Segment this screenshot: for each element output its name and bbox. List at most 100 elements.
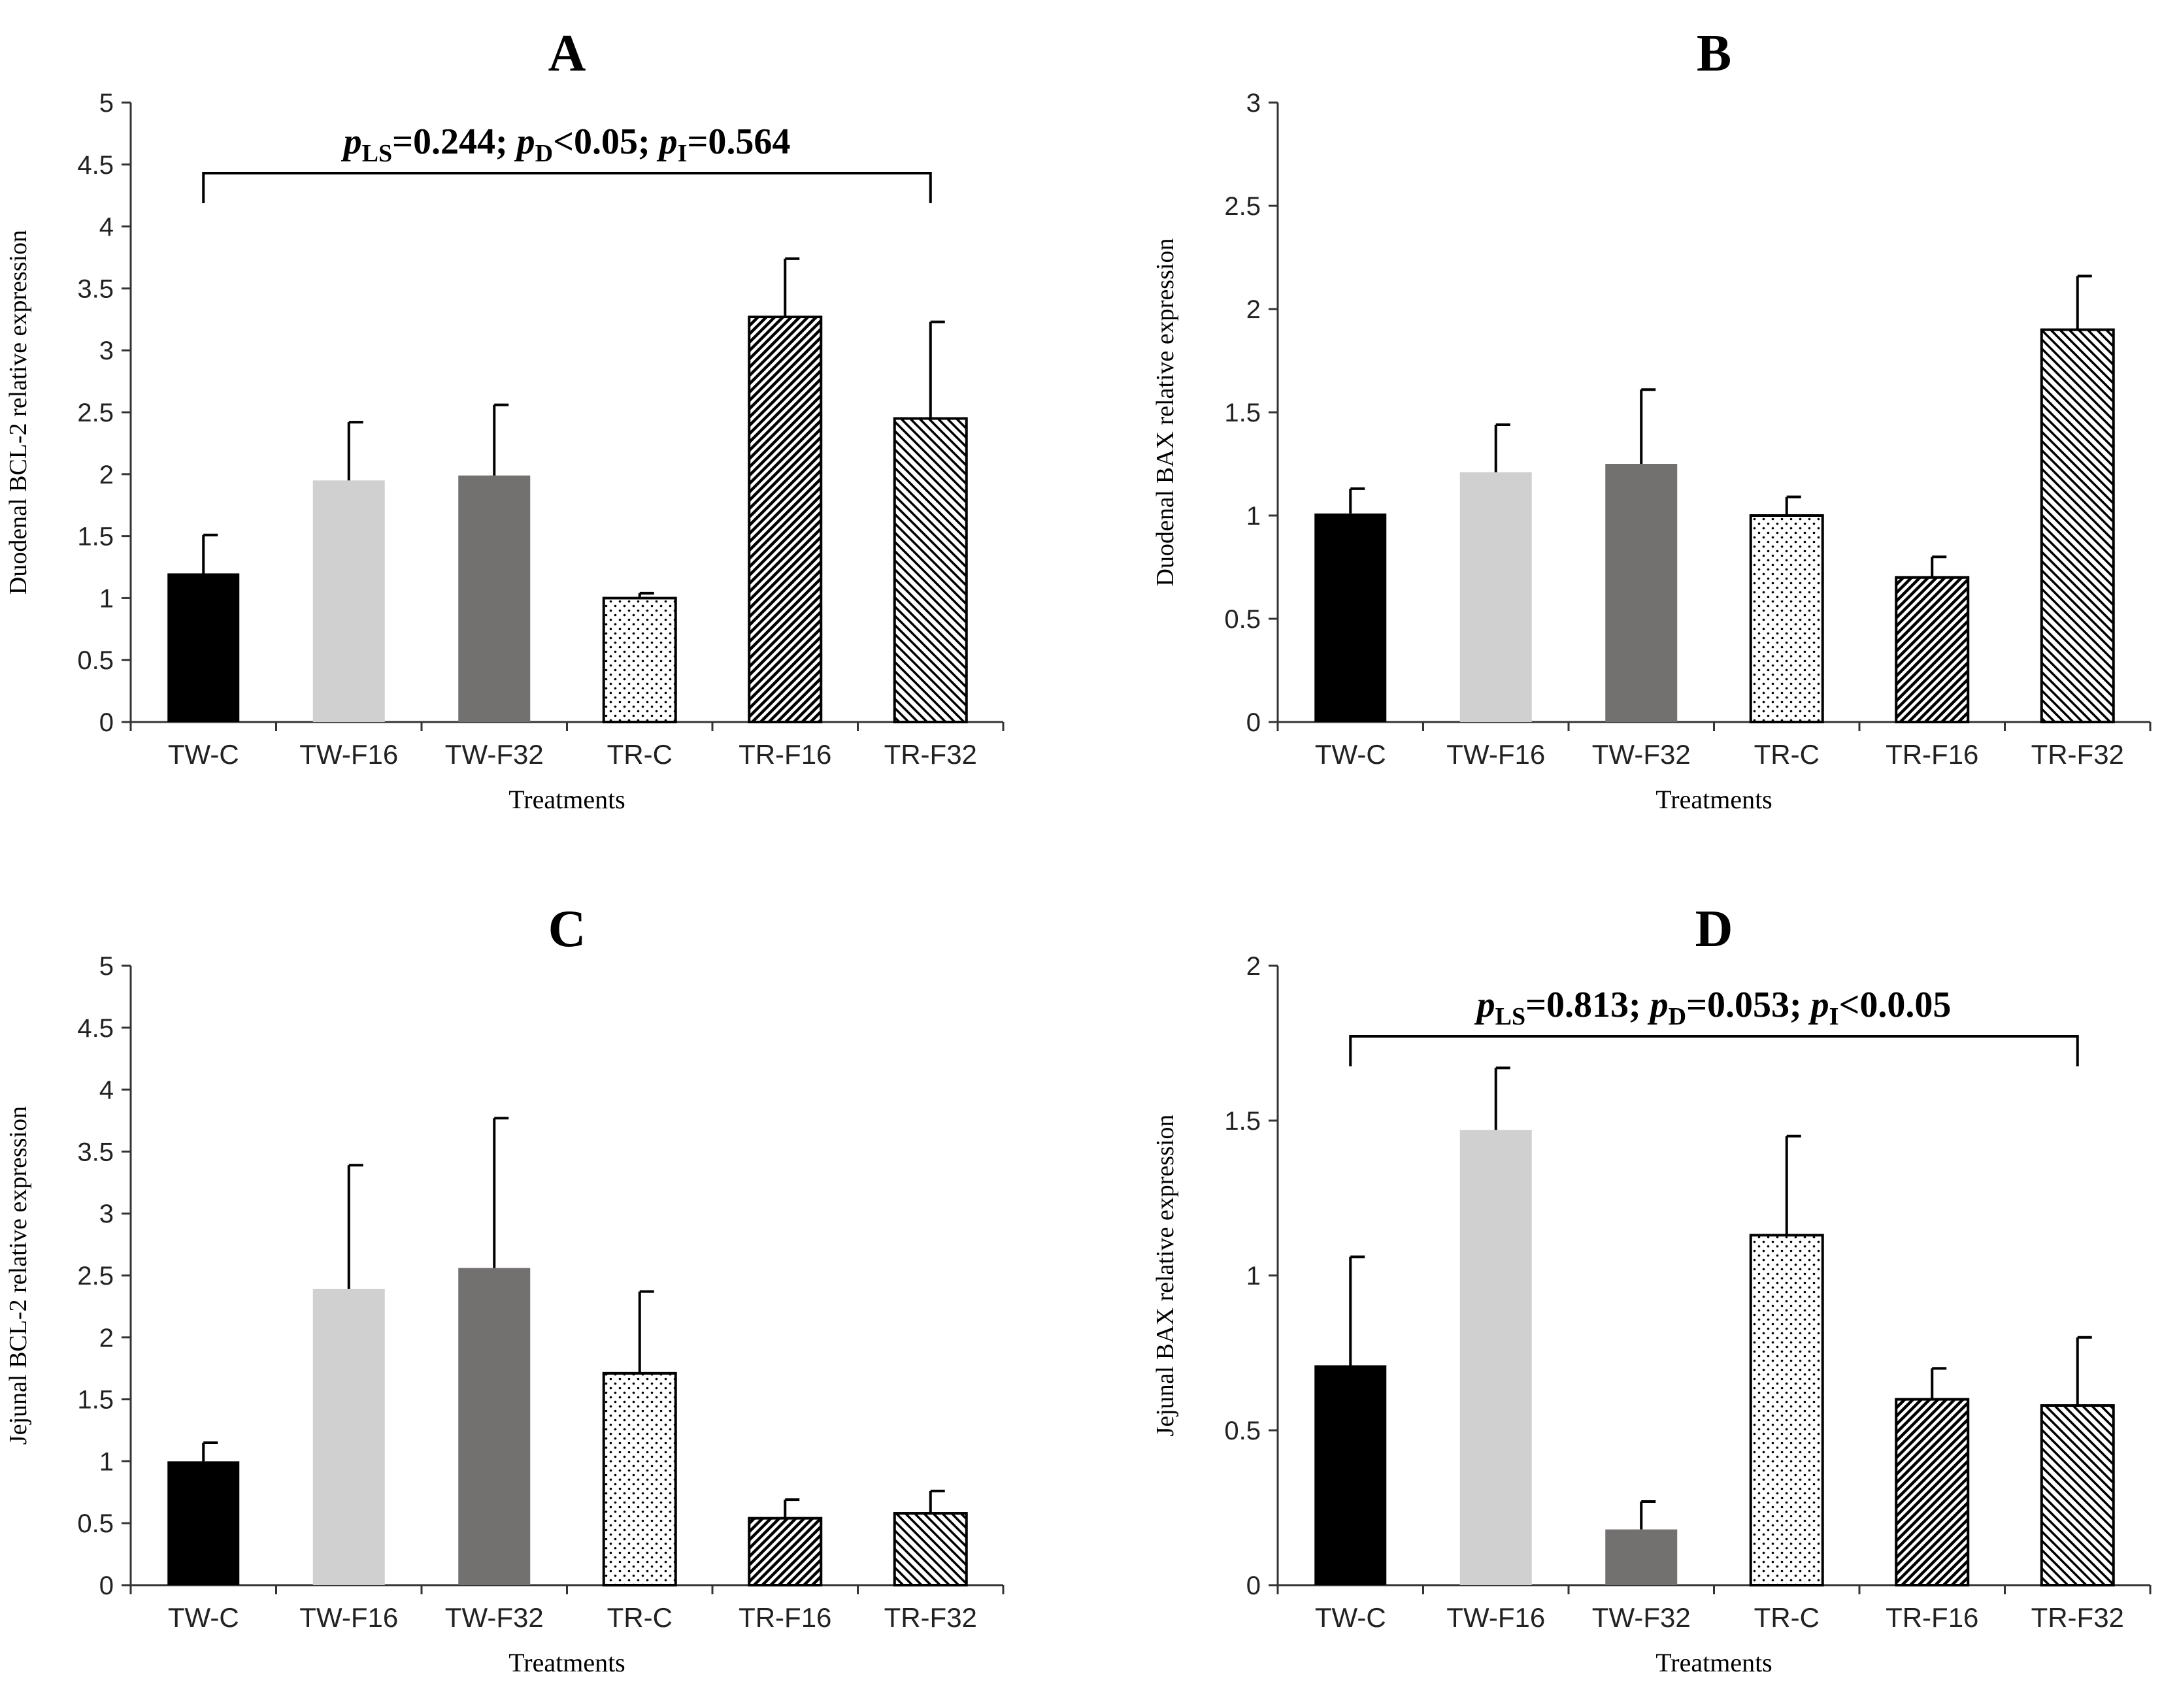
bar-tr-f16 xyxy=(748,316,823,723)
significance-bracket xyxy=(202,172,932,203)
panel-title: D xyxy=(1695,900,1733,958)
bar-tw-c xyxy=(167,1461,240,1585)
bar-tw-f32 xyxy=(1605,1529,1678,1585)
y-tick-label: 3 xyxy=(99,337,114,365)
p-symbol: p xyxy=(1648,985,1669,1025)
x-category-label: TR-C xyxy=(1754,739,1820,770)
panel-title: B xyxy=(1697,25,1731,82)
p-symbol: p xyxy=(341,122,362,162)
p-symbol: p xyxy=(657,122,678,162)
y-tick-label: 4.5 xyxy=(77,1014,114,1043)
x-category-label: TR-C xyxy=(607,739,673,770)
p-symbol: p xyxy=(514,122,535,162)
y-tick-label: 1.5 xyxy=(1224,399,1261,427)
y-tick-label: 4 xyxy=(99,213,114,242)
p-subscript: D xyxy=(535,140,553,167)
bar-tw-c xyxy=(1314,1365,1387,1585)
y-tick-label: 1.5 xyxy=(77,1386,114,1415)
y-axis-title: Jejunal BCL-2 relative expression xyxy=(5,1106,32,1445)
y-tick-label: 2 xyxy=(99,1324,114,1353)
x-category-label: TW-F16 xyxy=(299,739,398,770)
p-value: =0.813; xyxy=(1525,985,1650,1025)
p-value-annotation: pLS=0.244; pD<0.05; pI=0.564 xyxy=(341,122,791,167)
y-tick-label: 0.5 xyxy=(77,646,114,675)
p-value: <0.05; xyxy=(553,122,659,162)
chart-panel-c: C 0 0.5 1 1.5 2 2.5 3 3.5 4 4.5 5 TW-C TW-F16 TW-F32 TR… xyxy=(5,900,1005,1677)
y-tick-label: 1 xyxy=(1246,1262,1261,1290)
x-category-label: TR-C xyxy=(607,1602,673,1633)
x-category-label: TW-F32 xyxy=(1592,739,1691,770)
panels: A 0 0.5 1 1.5 2 2.5 3 3.5 4 4.5 5 TW-C TW-F16 TW-F32 TR… xyxy=(5,25,2152,1677)
bar-tw-c xyxy=(1314,513,1387,722)
p-value: =0.564 xyxy=(687,122,790,162)
y-tick-label: 0 xyxy=(1246,708,1261,737)
bar-tw-f32 xyxy=(1605,464,1678,722)
bar-tw-c xyxy=(167,573,240,722)
y-tick-label: 2 xyxy=(1246,295,1261,324)
bar-tr-f32 xyxy=(893,417,968,723)
p-value: <0.0.05 xyxy=(1838,985,1951,1025)
x-category-label: TW-F16 xyxy=(1446,1602,1545,1633)
bar-tw-f16 xyxy=(1459,1130,1532,1585)
bar-tr-c xyxy=(1749,514,1824,723)
x-category-label: TW-F32 xyxy=(445,1602,544,1633)
y-tick-label: 5 xyxy=(99,89,114,118)
x-category-label: TR-F32 xyxy=(2031,739,2124,770)
y-tick-label: 1 xyxy=(99,584,114,613)
chart-panel-a: A 0 0.5 1 1.5 2 2.5 3 3.5 4 4.5 5 TW-C TW-F16 TW-F32 TR… xyxy=(5,25,1005,814)
y-tick-label: 2.5 xyxy=(77,1262,114,1290)
x-axis-title: Treatments xyxy=(508,1648,625,1677)
y-tick-label: 2.5 xyxy=(77,399,114,427)
p-subscript: I xyxy=(1829,1003,1839,1030)
x-category-label: TR-F32 xyxy=(2031,1602,2124,1633)
p-value: =0.053; xyxy=(1686,985,1811,1025)
x-category-label: TR-F32 xyxy=(884,1602,977,1633)
bar-tr-f16 xyxy=(748,1517,823,1586)
y-tick-label: 0 xyxy=(99,1571,114,1600)
panel-title: C xyxy=(548,900,586,958)
p-value: =0.244; xyxy=(392,122,517,162)
y-tick-label: 2 xyxy=(99,461,114,489)
bar-tr-c xyxy=(1749,1234,1824,1586)
bar-tr-c xyxy=(602,1371,677,1586)
y-tick-label: 3.5 xyxy=(77,1138,114,1166)
x-category-label: TW-F16 xyxy=(1446,739,1545,770)
y-axis-title: Jejunal BAX relative expression xyxy=(1152,1115,1179,1437)
x-category-label: TR-F16 xyxy=(739,739,831,770)
chart-panel-b: B 0 0.5 1 1.5 2 2.5 3 TW-C TW-F16 TW-F32 TR-C TR-F16… xyxy=(1152,25,2152,814)
bar-tr-f32 xyxy=(2040,328,2115,724)
y-tick-label: 1.5 xyxy=(77,523,114,551)
bar-tr-f16 xyxy=(1895,1398,1970,1587)
bar-tw-f16 xyxy=(312,480,385,722)
y-tick-label: 1 xyxy=(1246,502,1261,531)
x-category-label: TW-C xyxy=(1315,739,1386,770)
y-tick-label: 3.5 xyxy=(77,274,114,303)
x-category-label: TR-F16 xyxy=(1886,739,1978,770)
x-category-label: TW-C xyxy=(1315,1602,1386,1633)
p-subscript: LS xyxy=(1495,1003,1525,1030)
bar-tr-f32 xyxy=(2040,1404,2115,1587)
y-tick-label: 4 xyxy=(99,1076,114,1105)
x-category-label: TW-C xyxy=(168,1602,239,1633)
y-tick-label: 2.5 xyxy=(1224,192,1261,221)
y-tick-label: 3 xyxy=(1246,89,1261,118)
y-tick-label: 3 xyxy=(99,1200,114,1228)
bar-tw-f32 xyxy=(458,475,531,722)
y-tick-label: 5 xyxy=(99,952,114,981)
p-symbol: p xyxy=(1474,985,1495,1025)
y-tick-label: 2 xyxy=(1246,952,1261,981)
x-category-label: TR-C xyxy=(1754,1602,1820,1633)
y-tick-label: 1 xyxy=(99,1447,114,1476)
y-tick-label: 0.5 xyxy=(77,1509,114,1538)
bar-tr-f32 xyxy=(893,1512,968,1586)
x-category-label: TR-F16 xyxy=(1886,1602,1978,1633)
bar-tw-f32 xyxy=(458,1268,531,1585)
bar-tr-f16 xyxy=(1895,576,1970,723)
x-category-label: TW-C xyxy=(168,739,239,770)
x-axis-title: Treatments xyxy=(1655,1648,1772,1677)
x-category-label: TW-F32 xyxy=(1592,1602,1691,1633)
p-subscript: LS xyxy=(362,140,392,167)
y-tick-label: 0.5 xyxy=(1224,605,1261,634)
p-subscript: I xyxy=(678,140,688,167)
